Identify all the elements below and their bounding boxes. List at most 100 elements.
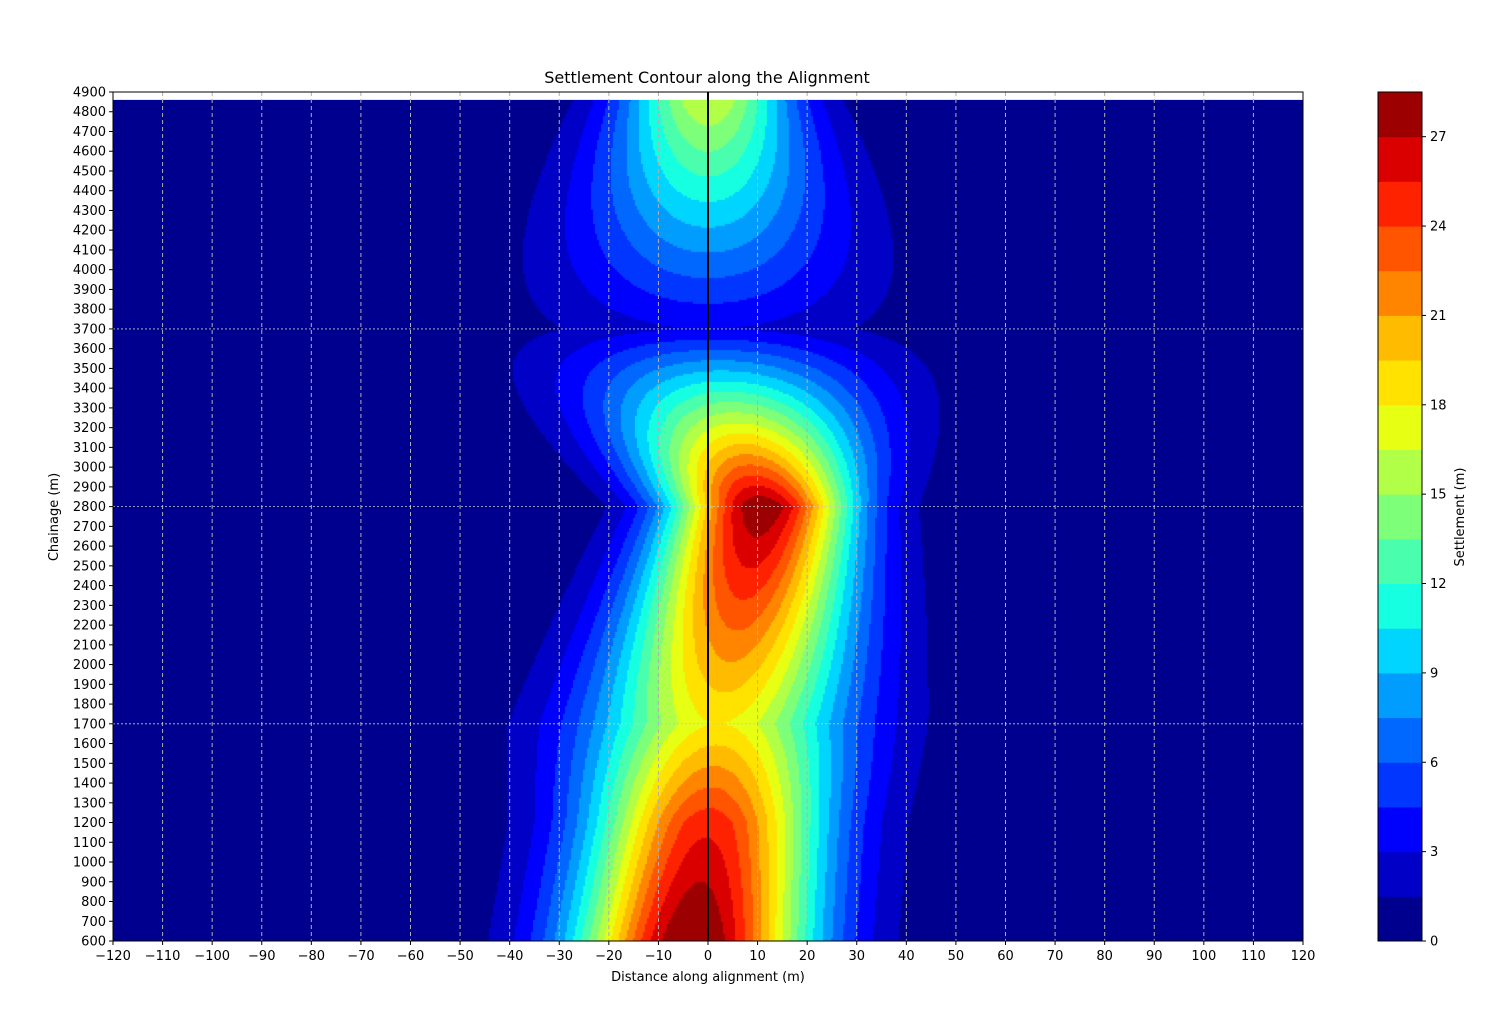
y-tick-label: 3800 (73, 303, 106, 318)
x-tick-label: 30 (848, 949, 865, 964)
y-tick-label: 3500 (73, 362, 106, 377)
y-tick-label: 1400 (73, 777, 106, 792)
x-tick-label: 50 (948, 949, 965, 964)
x-tick-label: −70 (347, 949, 374, 964)
colorbar-band (1378, 672, 1422, 719)
y-axis-title: Chainage (m) (47, 473, 62, 561)
y-tick-label: 3700 (73, 322, 106, 337)
colorbar-tick-label: 18 (1430, 398, 1447, 413)
x-tick-label: 120 (1291, 949, 1316, 964)
colorbar-tick-label: 21 (1430, 309, 1447, 324)
y-tick-label: 4400 (73, 184, 106, 199)
y-tick-label: 4600 (73, 145, 106, 160)
colorbar-tick-label: 15 (1430, 488, 1447, 503)
y-tick-label: 1500 (73, 757, 106, 772)
x-axis-title: Distance along alignment (m) (611, 970, 805, 985)
x-tick-label: −90 (248, 949, 275, 964)
x-tick-label: 20 (799, 949, 816, 964)
x-tick-label: 100 (1191, 949, 1216, 964)
y-tick-label: 2000 (73, 658, 106, 673)
colorbar-band (1378, 628, 1422, 674)
colorbar-tick-label: 12 (1430, 577, 1447, 592)
colorbar-band (1378, 851, 1422, 897)
y-tick-label: 4900 (73, 86, 106, 101)
y-tick-label: 3000 (73, 461, 106, 476)
y-tick-label: 900 (81, 875, 106, 890)
y-tick-label: 2900 (73, 480, 106, 495)
y-tick-label: 4200 (73, 224, 106, 239)
y-tick-label: 3600 (73, 342, 106, 357)
y-tick-label: 2400 (73, 579, 106, 594)
x-tick-label: 90 (1146, 949, 1163, 964)
colorbar-band (1378, 92, 1422, 138)
colorbar-band (1378, 538, 1422, 585)
x-tick-label: 60 (997, 949, 1014, 964)
colorbar-tick-label: 9 (1430, 666, 1438, 681)
x-axis: −120 −110 −100 −90 −80 −70 −60 −50 −40 −30 −20 −10 0… (95, 941, 1315, 964)
y-tick-label: 700 (81, 915, 106, 930)
colorbar-band (1378, 449, 1422, 495)
y-tick-label: 600 (81, 935, 106, 950)
colorbar-band (1378, 136, 1422, 182)
x-tick-label: −10 (645, 949, 672, 964)
y-tick-label: 2100 (73, 638, 106, 653)
y-tick-label: 2200 (73, 619, 106, 634)
y-tick-label: 3400 (73, 382, 106, 397)
x-tick-label: 10 (749, 949, 766, 964)
colorbar-band (1378, 181, 1422, 227)
y-axis: 600 700 800 900 1000 1100 1200 1300 1400 1500 1600… (73, 86, 113, 950)
colorbar-band (1378, 226, 1422, 272)
x-tick-label: −100 (194, 949, 230, 964)
y-tick-label: 2500 (73, 559, 106, 574)
y-tick-label: 4300 (73, 204, 106, 219)
colorbar-band (1378, 762, 1422, 808)
colorbar-tick-label: 0 (1430, 935, 1438, 950)
colorbar-tick-label: 6 (1430, 756, 1438, 771)
y-tick-label: 2700 (73, 520, 106, 535)
y-tick-label: 2600 (73, 540, 106, 555)
y-tick-label: 3900 (73, 283, 106, 298)
x-tick-label: −110 (145, 949, 181, 964)
y-tick-label: 1800 (73, 698, 106, 713)
colorbar: 0 3 6 9 12 15 18 21 24 27 (1377, 91, 1447, 950)
y-tick-label: 3300 (73, 401, 106, 416)
x-tick-label: 70 (1047, 949, 1064, 964)
x-tick-label: −20 (595, 949, 622, 964)
chart-title: Settlement Contour along the Alignment (544, 68, 869, 87)
y-tick-label: 800 (81, 895, 106, 910)
y-tick-label: 1200 (73, 816, 106, 831)
x-tick-label: −80 (298, 949, 325, 964)
colorbar-tick-label: 24 (1430, 220, 1447, 235)
plot-area (112, 91, 1304, 942)
y-tick-label: 4000 (73, 263, 106, 278)
y-tick-label: 1300 (73, 796, 106, 811)
colorbar-band (1378, 896, 1422, 942)
colorbar-band (1378, 360, 1422, 406)
x-tick-label: −30 (546, 949, 573, 964)
colorbar-band (1378, 806, 1422, 853)
y-tick-label: 4100 (73, 243, 106, 258)
y-tick-label: 1100 (73, 836, 106, 851)
x-tick-label: −60 (397, 949, 424, 964)
colorbar-band (1378, 315, 1422, 361)
y-tick-label: 1900 (73, 678, 106, 693)
y-tick-label: 3200 (73, 421, 106, 436)
y-tick-label: 1700 (73, 717, 106, 732)
y-tick-label: 4800 (73, 105, 106, 120)
x-tick-label: 0 (704, 949, 712, 964)
x-tick-label: 80 (1096, 949, 1113, 964)
colorbar-frame (1377, 91, 1423, 942)
x-tick-label: 40 (898, 949, 915, 964)
y-tick-label: 2800 (73, 500, 106, 515)
colorbar-band (1378, 270, 1422, 316)
colorbar-band (1378, 717, 1422, 763)
x-tick-label: 110 (1241, 949, 1266, 964)
x-tick-label: −120 (95, 949, 131, 964)
x-tick-label: −40 (496, 949, 523, 964)
colorbar-label: Settlement (m) (1453, 468, 1468, 567)
y-tick-label: 1000 (73, 856, 106, 871)
y-tick-label: 4700 (73, 125, 106, 140)
colorbar-band (1378, 583, 1422, 629)
colorbar-tick-label: 3 (1430, 845, 1438, 860)
